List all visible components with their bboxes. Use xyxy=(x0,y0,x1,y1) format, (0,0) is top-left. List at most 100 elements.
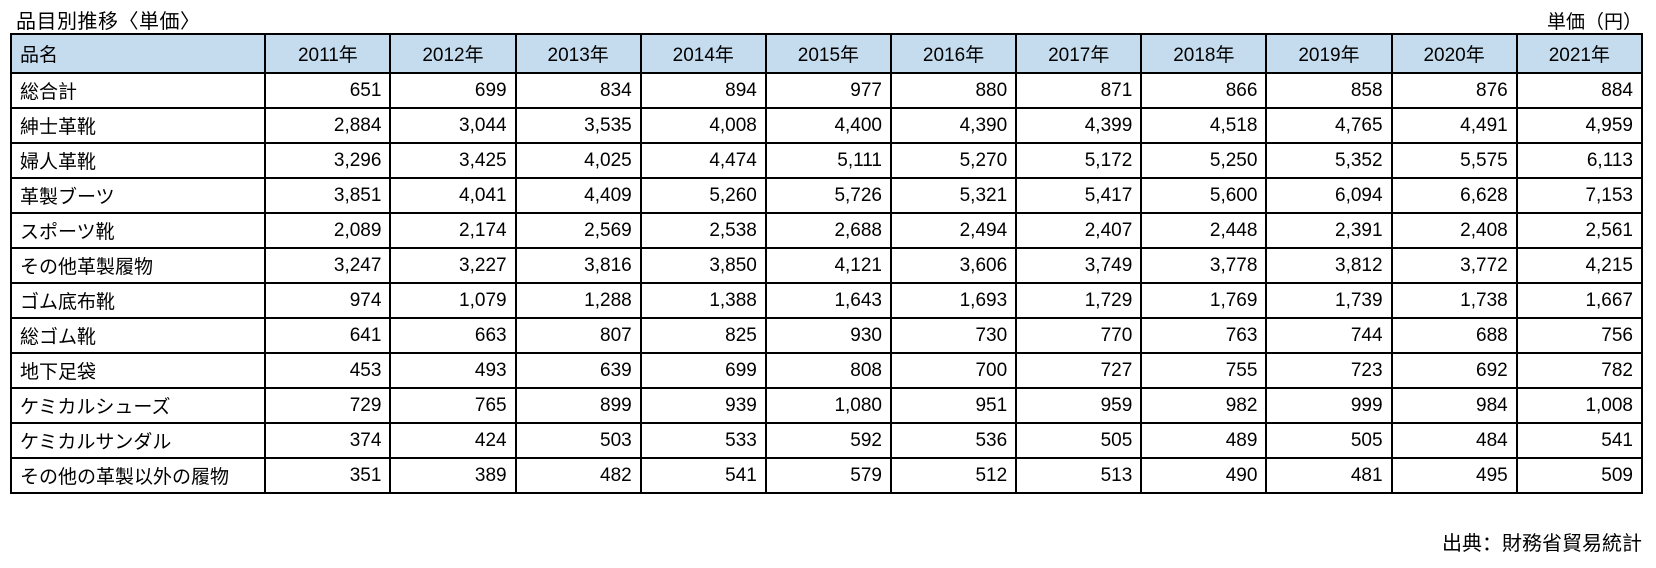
value-cell: 4,400 xyxy=(764,107,893,144)
value-cell: 939 xyxy=(639,387,767,424)
value-cell: 688 xyxy=(1390,317,1518,354)
value-cell: 2,391 xyxy=(1265,212,1393,249)
value-cell: 389 xyxy=(389,457,517,494)
table-row: スポーツ靴 2,089 2,174 2,569 2,538 2,688 2,494 2,407… xyxy=(9,212,1644,249)
value-cell: 4,215 xyxy=(1515,247,1644,284)
value-cell: 6,628 xyxy=(1390,177,1518,214)
value-cell: 858 xyxy=(1265,72,1393,109)
item-name-header: 品名 xyxy=(9,33,267,74)
source-note: 出典：財務省貿易統計 xyxy=(1442,533,1642,555)
value-cell: 5,417 xyxy=(1015,177,1143,214)
value-cell: 3,247 xyxy=(264,247,392,284)
value-cell: 984 xyxy=(1390,387,1518,424)
value-cell: 481 xyxy=(1265,457,1393,494)
value-cell: 2,884 xyxy=(264,107,392,144)
item-name-cell: 総ゴム靴 xyxy=(9,317,267,354)
year-header: 2019年 xyxy=(1265,33,1393,74)
value-cell: 699 xyxy=(639,352,767,389)
value-cell: 876 xyxy=(1390,72,1518,109)
year-header: 2015年 xyxy=(764,33,893,74)
value-cell: 505 xyxy=(1265,422,1393,459)
value-cell: 4,041 xyxy=(389,177,517,214)
value-cell: 974 xyxy=(264,282,392,319)
value-cell: 509 xyxy=(1515,457,1644,494)
table-row: ケミカルサンダル 374 424 503 533 592 536 505 489 505 484 54… xyxy=(9,422,1644,459)
header-row: 品名 2011年 2012年 2013年 2014年 2015年 2016年 2017年 20… xyxy=(9,33,1644,74)
value-cell: 730 xyxy=(889,317,1018,354)
year-header: 2018年 xyxy=(1140,33,1268,74)
value-cell: 5,172 xyxy=(1015,142,1143,179)
value-cell: 536 xyxy=(889,422,1018,459)
value-cell: 744 xyxy=(1265,317,1393,354)
value-cell: 1,388 xyxy=(639,282,767,319)
value-cell: 2,561 xyxy=(1515,212,1644,249)
year-header: 2012年 xyxy=(389,33,517,74)
value-cell: 4,008 xyxy=(639,107,767,144)
value-cell: 899 xyxy=(514,387,642,424)
value-cell: 1,769 xyxy=(1140,282,1268,319)
item-name-cell: ケミカルシューズ xyxy=(9,387,267,424)
value-cell: 756 xyxy=(1515,317,1644,354)
value-cell: 3,606 xyxy=(889,247,1018,284)
value-cell: 579 xyxy=(764,457,893,494)
value-cell: 1,079 xyxy=(389,282,517,319)
item-name-cell: その他の革製以外の履物 xyxy=(9,457,267,494)
value-cell: 2,538 xyxy=(639,212,767,249)
value-cell: 729 xyxy=(264,387,392,424)
value-cell: 1,693 xyxy=(889,282,1018,319)
value-cell: 1,080 xyxy=(764,387,893,424)
value-cell: 651 xyxy=(264,72,392,109)
value-cell: 512 xyxy=(889,457,1018,494)
value-cell: 1,008 xyxy=(1515,387,1644,424)
value-cell: 866 xyxy=(1140,72,1268,109)
year-header: 2021年 xyxy=(1515,33,1644,74)
value-cell: 755 xyxy=(1140,352,1268,389)
value-cell: 3,816 xyxy=(514,247,642,284)
value-cell: 5,575 xyxy=(1390,142,1518,179)
value-cell: 3,296 xyxy=(264,142,392,179)
value-cell: 1,738 xyxy=(1390,282,1518,319)
value-cell: 505 xyxy=(1015,422,1143,459)
page-title: 品目別推移〈単価〉 xyxy=(16,11,201,33)
value-cell: 3,227 xyxy=(389,247,517,284)
value-cell: 484 xyxy=(1390,422,1518,459)
value-cell: 5,260 xyxy=(639,177,767,214)
value-cell: 5,321 xyxy=(889,177,1018,214)
value-cell: 2,089 xyxy=(264,212,392,249)
value-cell: 2,569 xyxy=(514,212,642,249)
value-cell: 5,250 xyxy=(1140,142,1268,179)
value-cell: 3,812 xyxy=(1265,247,1393,284)
value-cell: 825 xyxy=(639,317,767,354)
item-price-table: 品名 2011年 2012年 2013年 2014年 2015年 2016年 2017年 20… xyxy=(9,33,1644,494)
year-header: 2011年 xyxy=(264,33,392,74)
value-cell: 880 xyxy=(889,72,1018,109)
table-row: 総ゴム靴 641 663 807 825 930 730 770 763 744 688 756 xyxy=(9,317,1644,354)
value-cell: 503 xyxy=(514,422,642,459)
value-cell: 807 xyxy=(514,317,642,354)
table-row: 紳士革靴 2,884 3,044 3,535 4,008 4,400 4,390 4,399 4… xyxy=(9,107,1644,144)
value-cell: 4,121 xyxy=(764,247,893,284)
value-cell: 4,491 xyxy=(1390,107,1518,144)
value-cell: 763 xyxy=(1140,317,1268,354)
value-cell: 727 xyxy=(1015,352,1143,389)
value-cell: 765 xyxy=(389,387,517,424)
value-cell: 482 xyxy=(514,457,642,494)
value-cell: 692 xyxy=(1390,352,1518,389)
value-cell: 4,025 xyxy=(514,142,642,179)
value-cell: 374 xyxy=(264,422,392,459)
value-cell: 541 xyxy=(1515,422,1644,459)
value-cell: 3,044 xyxy=(389,107,517,144)
value-cell: 3,749 xyxy=(1015,247,1143,284)
table-row: 地下足袋 453 493 639 699 808 700 727 755 723 692 782 xyxy=(9,352,1644,389)
value-cell: 977 xyxy=(764,72,893,109)
item-name-cell: 婦人革靴 xyxy=(9,142,267,179)
year-header: 2013年 xyxy=(514,33,642,74)
value-cell: 982 xyxy=(1140,387,1268,424)
value-cell: 533 xyxy=(639,422,767,459)
value-cell: 2,448 xyxy=(1140,212,1268,249)
value-cell: 4,399 xyxy=(1015,107,1143,144)
table-row: 婦人革靴 3,296 3,425 4,025 4,474 5,111 5,270 5,172 5… xyxy=(9,142,1644,179)
value-cell: 4,765 xyxy=(1265,107,1393,144)
value-cell: 2,688 xyxy=(764,212,893,249)
value-cell: 3,850 xyxy=(639,247,767,284)
